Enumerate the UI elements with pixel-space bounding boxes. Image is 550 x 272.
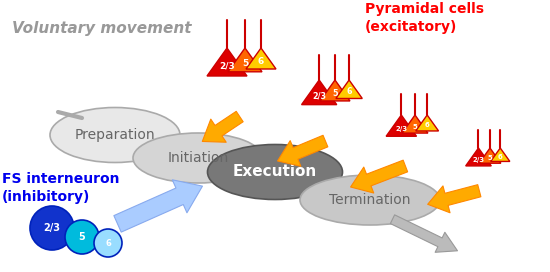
Text: 2/3: 2/3 bbox=[472, 156, 485, 163]
Ellipse shape bbox=[300, 175, 440, 225]
Polygon shape bbox=[336, 80, 362, 98]
Polygon shape bbox=[246, 48, 276, 69]
Text: 6: 6 bbox=[498, 154, 503, 160]
Ellipse shape bbox=[50, 107, 180, 162]
Text: 6: 6 bbox=[425, 122, 430, 128]
Circle shape bbox=[94, 229, 122, 257]
Text: 5: 5 bbox=[412, 124, 417, 130]
Text: Initiation: Initiation bbox=[167, 151, 229, 165]
Ellipse shape bbox=[133, 133, 263, 183]
Text: Termination: Termination bbox=[329, 193, 411, 207]
Text: Execution: Execution bbox=[233, 165, 317, 180]
Text: 6: 6 bbox=[105, 239, 111, 248]
Text: 2/3: 2/3 bbox=[395, 126, 408, 132]
Polygon shape bbox=[386, 115, 416, 136]
Polygon shape bbox=[479, 148, 501, 163]
Circle shape bbox=[65, 220, 99, 254]
Polygon shape bbox=[207, 48, 247, 76]
Polygon shape bbox=[402, 115, 428, 133]
Text: Pyramidal cells
(excitatory): Pyramidal cells (excitatory) bbox=[365, 2, 484, 34]
Circle shape bbox=[30, 206, 74, 250]
Polygon shape bbox=[301, 80, 337, 105]
Text: Preparation: Preparation bbox=[75, 128, 155, 142]
Text: 2/3: 2/3 bbox=[312, 91, 326, 100]
Polygon shape bbox=[491, 148, 510, 162]
Text: Voluntary movement: Voluntary movement bbox=[12, 20, 191, 36]
Text: 5: 5 bbox=[79, 232, 85, 242]
Ellipse shape bbox=[207, 144, 343, 199]
Text: FS interneuron
(inhibitory): FS interneuron (inhibitory) bbox=[2, 172, 119, 204]
Text: 5: 5 bbox=[332, 89, 338, 98]
Text: 5: 5 bbox=[488, 155, 492, 161]
Polygon shape bbox=[466, 148, 491, 166]
Text: 2/3: 2/3 bbox=[219, 61, 235, 70]
Polygon shape bbox=[320, 80, 350, 101]
Text: 6: 6 bbox=[258, 57, 264, 66]
Text: 2/3: 2/3 bbox=[43, 223, 60, 233]
Polygon shape bbox=[228, 48, 262, 72]
Text: 5: 5 bbox=[242, 59, 248, 68]
Polygon shape bbox=[416, 115, 438, 131]
Text: 6: 6 bbox=[346, 87, 352, 96]
